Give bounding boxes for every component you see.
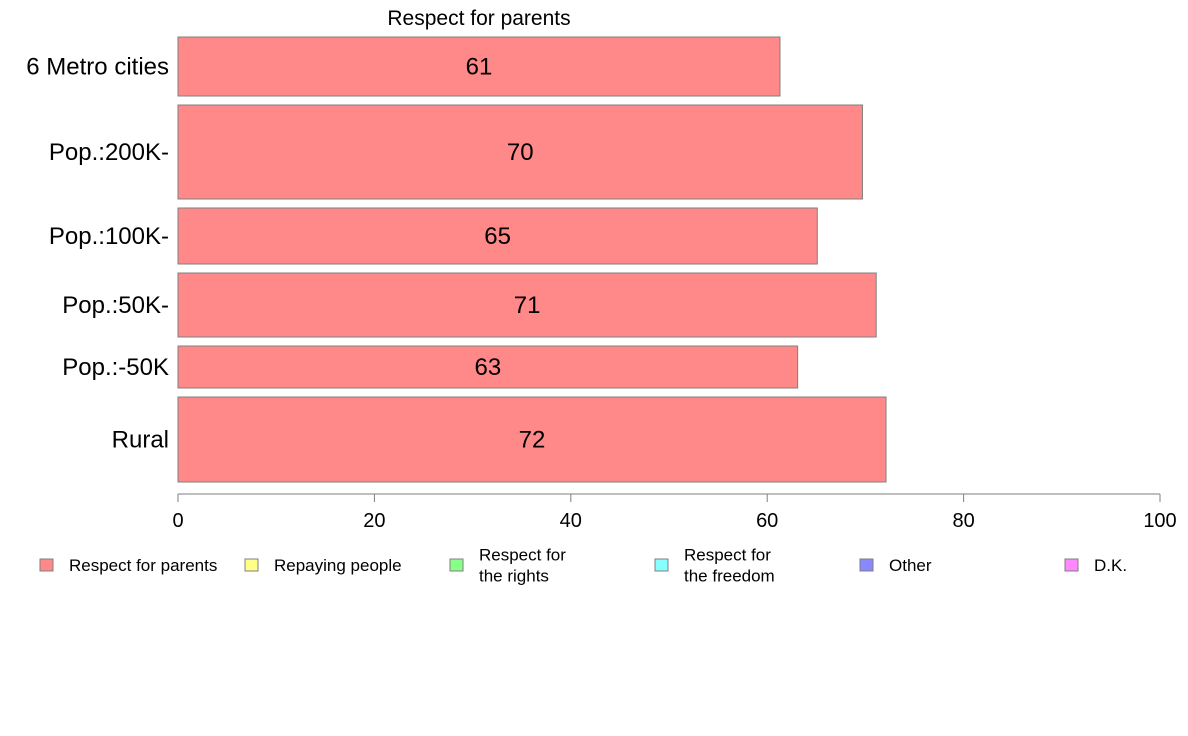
x-tick-label-3: 60 [756, 510, 778, 532]
legend-label-4-0: Other [889, 556, 932, 575]
legend-swatch-1 [244, 558, 259, 572]
bar-4 [177, 345, 799, 389]
value-label-4: 63 [474, 354, 501, 381]
legend-label-5-0: D.K. [1094, 556, 1127, 575]
legend-label-1-0: Repaying people [274, 556, 402, 575]
category-label-4: Pop.:-50K [62, 354, 169, 381]
x-axis: 0 20 40 60 80 100 [172, 493, 1177, 532]
value-labels: 61 70 65 71 63 72 [466, 54, 546, 454]
x-tick-label-0: 0 [172, 510, 183, 532]
legend-swatch-0 [39, 558, 54, 572]
category-label-3: Pop.:50K- [62, 292, 169, 319]
chart-title: Respect for parents [387, 7, 570, 30]
value-label-0: 61 [466, 54, 493, 81]
x-tick-label-5: 100 [1143, 510, 1176, 532]
bar-1 [177, 104, 863, 200]
legend-label-2-0: Respect for [479, 546, 566, 565]
legend-swatch-5 [1064, 558, 1079, 572]
legend: Respect for parents Repaying people Respec… [39, 546, 1127, 586]
bar-5 [177, 396, 887, 483]
legend-label-3-1: the freedom [684, 567, 775, 586]
category-label-5: Rural [112, 427, 169, 454]
legend-label-2-1: the rights [479, 567, 549, 586]
x-tick-label-1: 20 [363, 510, 385, 532]
legend-swatch-3 [654, 558, 669, 572]
bar-3 [177, 272, 877, 338]
x-tick-label-2: 40 [560, 510, 582, 532]
bars-group [177, 36, 887, 483]
legend-swatch-4 [859, 558, 874, 572]
legend-label-3-0: Respect for [684, 546, 771, 565]
value-label-5: 72 [519, 427, 546, 454]
x-tick-label-4: 80 [952, 510, 974, 532]
category-label-2: Pop.:100K- [49, 223, 169, 250]
bar-0 [177, 36, 781, 97]
category-label-1: Pop.:200K- [49, 139, 169, 166]
value-label-1: 70 [507, 139, 534, 166]
legend-swatch-2 [449, 558, 464, 572]
value-label-3: 71 [514, 292, 541, 319]
bar-2 [177, 207, 818, 265]
category-labels: 6 Metro cities Pop.:200K- Pop.:100K- Pop.:5… [26, 54, 169, 454]
category-label-0: 6 Metro cities [26, 54, 169, 81]
value-label-2: 65 [484, 223, 511, 250]
legend-label-0-0: Respect for parents [69, 556, 217, 575]
